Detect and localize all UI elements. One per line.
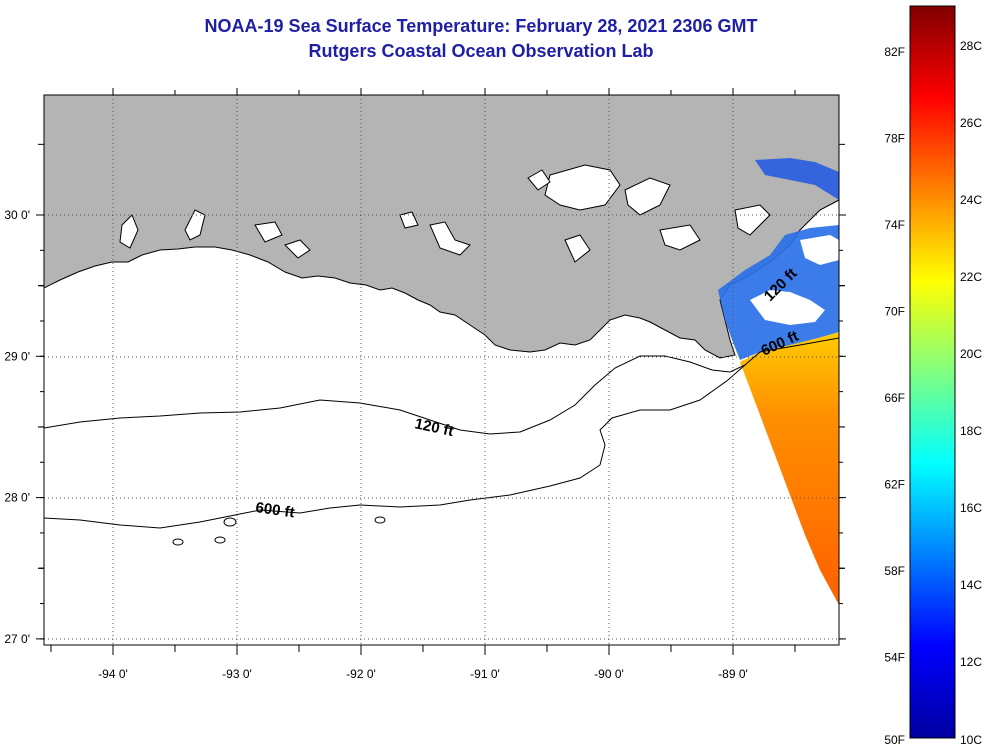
contour-label-600ft: 600 ft (254, 499, 295, 521)
contour-600ft (44, 364, 746, 529)
seafloor-bank (223, 517, 237, 527)
longitude-tick-label: -93 0' (222, 667, 252, 681)
grand-lake (254, 221, 283, 243)
terrebonne-bay (399, 211, 419, 229)
mississippi-sound (659, 224, 701, 251)
latitude-tick-label: 27 0' (4, 632, 30, 646)
lake-calcasieu (119, 214, 139, 249)
colorbar-celsius-label: 12C (960, 655, 982, 669)
colorbar-celsius-label: 10C (960, 733, 982, 747)
colorbar-fahrenheit-label: 50F (884, 733, 905, 747)
graticule (44, 95, 839, 645)
colorbar-celsius-label: 18C (960, 424, 982, 438)
colorbar-fahrenheit-label: 54F (884, 651, 905, 665)
map-frame (43, 94, 840, 646)
longitude-labels: -94 0' -93 0' -92 0' -91 0' -90 0' -89 0' (98, 667, 748, 681)
colorbar-fahrenheit-label: 70F (884, 305, 905, 319)
colorbar-celsius-label: 24C (960, 193, 982, 207)
latitude-tick-label: 29 0' (4, 349, 30, 363)
longitude-tick-label: -89 0' (718, 667, 748, 681)
latitude-labels: 30 0' 29 0' 28 0' 27 0' (4, 208, 30, 646)
temperature-colorbar (909, 5, 956, 739)
colorbar-celsius-label: 28C (960, 39, 982, 53)
longitude-tick-label: -94 0' (98, 667, 128, 681)
cloud-patch-2 (800, 235, 839, 265)
colorbar-fahrenheit-label: 74F (884, 218, 905, 232)
white-lake (184, 209, 206, 241)
seafloor-bank (214, 536, 226, 544)
atchafalaya-bay (284, 239, 311, 259)
colorbar-fahrenheit-label: 58F (884, 564, 905, 578)
seafloor-bank (172, 538, 184, 546)
colorbar-celsius-label: 14C (960, 578, 982, 592)
longitude-tick-label: -91 0' (470, 667, 500, 681)
barataria-bay (429, 221, 471, 256)
colorbar-fahrenheit-label: 82F (884, 45, 905, 59)
map-subtitle: Rutgers Coastal Ocean Observation Lab (308, 41, 654, 61)
lake-pontchartrain (544, 164, 621, 211)
contour-120ft (44, 337, 839, 435)
latitude-tick-label: 30 0' (4, 208, 30, 222)
latitude-tick-label: 28 0' (4, 491, 30, 505)
colorbar-celsius-label: 20C (960, 347, 982, 361)
longitude-tick-label: -90 0' (594, 667, 624, 681)
colorbar-celsius-labels: 28C 26C 24C 22C 20C 18C 16C 14C 12C 10C (960, 39, 982, 747)
axis-ticks (36, 88, 846, 655)
colorbar-fahrenheit-labels: 82F 78F 74F 70F 66F 62F 58F 54F 50F (884, 45, 905, 747)
colorbar-fahrenheit-label: 78F (884, 132, 905, 146)
map-title: NOAA-19 Sea Surface Temperature: Februar… (204, 16, 758, 36)
colorbar-fahrenheit-label: 66F (884, 391, 905, 405)
chandeleur-sound (734, 204, 771, 236)
lake-salvador (564, 234, 591, 263)
colorbar-celsius-label: 22C (960, 270, 982, 284)
cloud-patch (750, 290, 825, 325)
sst-swath-warm (740, 332, 839, 605)
longitude-tick-label: -92 0' (346, 667, 376, 681)
colorbar-fahrenheit-label: 62F (884, 478, 905, 492)
lake-borgne (624, 177, 671, 216)
seafloor-bank (374, 516, 386, 524)
colorbar-celsius-label: 16C (960, 501, 982, 515)
lake-maurepas (527, 169, 551, 191)
sst-swath-cold-north (755, 158, 839, 200)
colorbar-celsius-label: 26C (960, 116, 982, 130)
